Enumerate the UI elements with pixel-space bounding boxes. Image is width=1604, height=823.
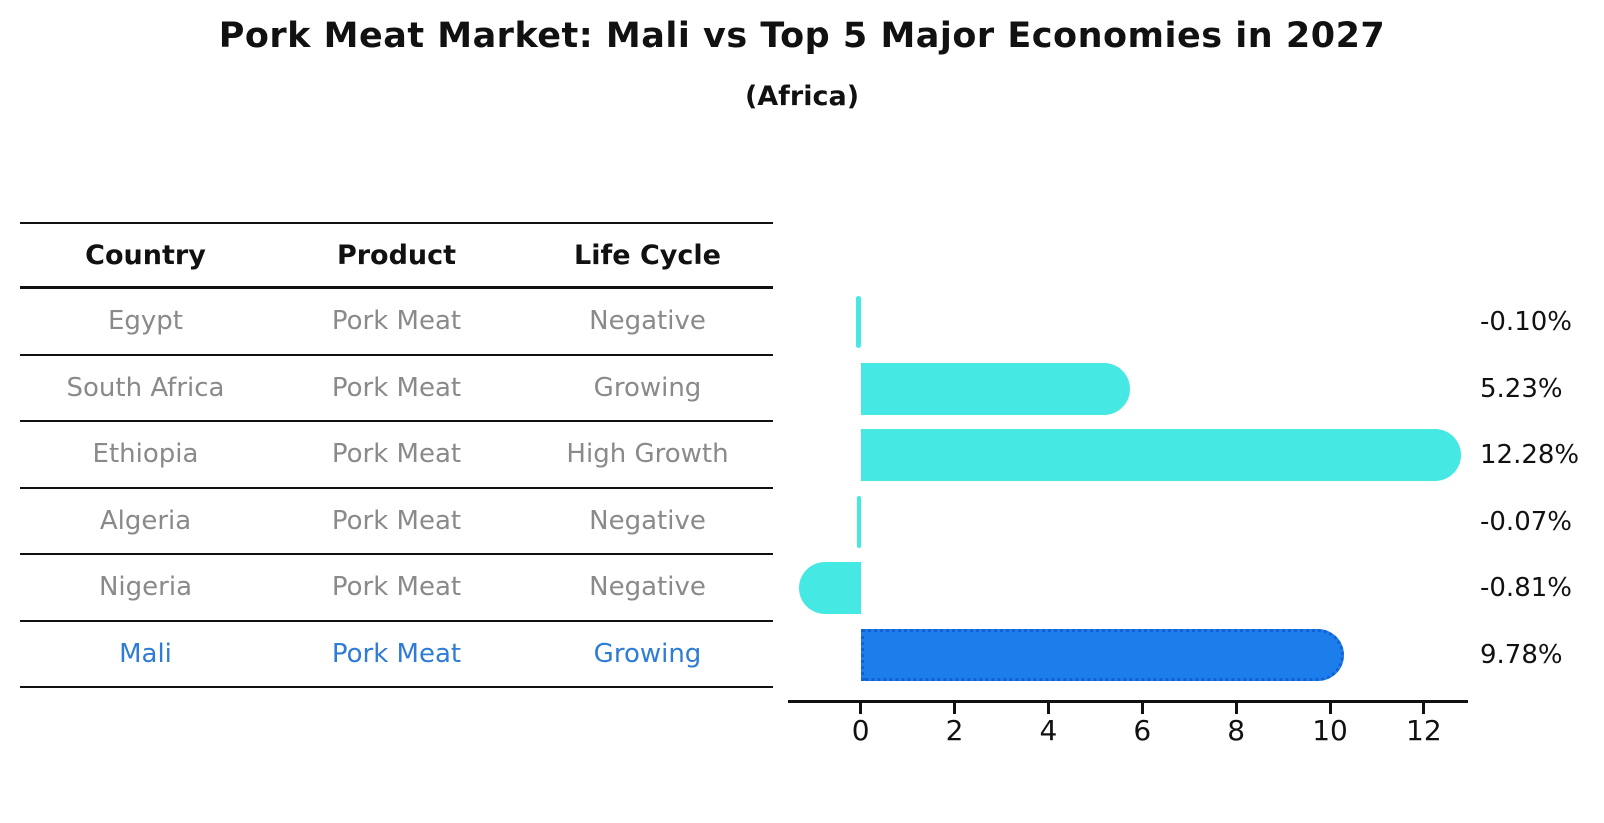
value-label-south-africa: 5.23% [1480, 373, 1563, 404]
cell-life-cycle: Negative [589, 505, 706, 536]
cell-country: Ethiopia [92, 439, 199, 470]
cell-life-cycle: Negative [589, 572, 706, 603]
table-row-mali: Mali Pork Meat Growing [20, 622, 773, 688]
cell-country: Algeria [99, 505, 192, 536]
cell-life-cycle: High Growth [566, 439, 729, 470]
value-label-mali: 9.78% [1480, 639, 1563, 670]
value-label-egypt: -0.10% [1480, 307, 1572, 338]
x-tick-label-4: 4 [1039, 714, 1058, 747]
table-row-south-africa: South Africa Pork Meat Growing [20, 356, 773, 422]
x-tick-mark-4 [1046, 703, 1050, 714]
table-header-lifecycle: Life Cycle [574, 239, 721, 271]
x-tick-mark-10 [1328, 703, 1332, 714]
cell-product: Pork Meat [331, 505, 462, 536]
cell-life-cycle: Growing [593, 638, 702, 669]
table-header-product: Product [336, 239, 457, 271]
x-tick-label-12: 12 [1406, 714, 1442, 747]
x-tick-label-2: 2 [945, 714, 964, 747]
x-tick-mark-0 [859, 703, 863, 714]
x-tick-label-6: 6 [1133, 714, 1152, 747]
bar-band-algeria [795, 489, 1445, 556]
table-row-ethiopia: Ethiopia Pork Meat High Growth [20, 422, 773, 489]
table-row-algeria: Algeria Pork Meat Negative [20, 489, 773, 555]
cell-product: Pork Meat [331, 372, 462, 403]
x-tick-label-10: 10 [1312, 714, 1348, 747]
bar-nigeria [798, 562, 861, 614]
x-tick-mark-6 [1140, 703, 1144, 714]
table-row-nigeria: Nigeria Pork Meat Negative [20, 555, 773, 622]
x-tick-mark-8 [1234, 703, 1238, 714]
cell-product: Pork Meat [331, 572, 462, 603]
cell-product: Pork Meat [331, 306, 462, 337]
bar-band-mali [795, 622, 1445, 689]
bar-band-ethiopia [795, 422, 1462, 489]
bar-chart-area [795, 289, 1462, 689]
value-label-ethiopia: 12.28% [1480, 440, 1580, 471]
x-axis-line [788, 700, 1468, 703]
bar-egypt [856, 296, 861, 348]
value-label-algeria: -0.07% [1480, 506, 1572, 537]
chart-title: Pork Meat Market: Mali vs Top 5 Major Ec… [218, 16, 1386, 56]
bar-mali [860, 628, 1344, 681]
chart-subtitle: (Africa) [744, 81, 860, 112]
bar-ethiopia [860, 429, 1462, 481]
x-axis: 0 2 4 6 8 10 12 [788, 700, 1468, 760]
x-tick-mark-12 [1422, 703, 1426, 714]
cell-country: South Africa [66, 372, 225, 403]
table-header-country: Country [85, 239, 206, 271]
cell-country: Nigeria [98, 572, 193, 603]
cell-country: Mali [119, 638, 172, 669]
table-row-egypt: Egypt Pork Meat Negative [20, 289, 773, 356]
cell-life-cycle: Growing [593, 372, 702, 403]
value-labels: -0.10% 5.23% 12.28% -0.07% -0.81% 9.78% [1480, 289, 1600, 688]
cell-country: Egypt [107, 306, 184, 337]
x-tick-mark-2 [953, 703, 957, 714]
value-label-nigeria: -0.81% [1480, 573, 1572, 604]
cell-product: Pork Meat [331, 638, 462, 669]
bar-algeria [857, 495, 861, 548]
table-header-row: Country Product Life Cycle [20, 222, 773, 289]
cell-product: Pork Meat [331, 439, 462, 470]
bar-south-africa [860, 362, 1131, 415]
bar-band-south-africa [795, 356, 1445, 423]
x-tick-label-0: 0 [851, 714, 870, 747]
cell-life-cycle: Negative [589, 306, 706, 337]
bar-band-egypt [795, 289, 1445, 356]
comparison-table: Country Product Life Cycle Egypt Pork Mea… [20, 222, 773, 688]
comparison-table-body: Egypt Pork Meat Negative South Africa Pork M… [20, 289, 773, 688]
bar-band-nigeria [795, 555, 1445, 622]
x-tick-label-8: 8 [1227, 714, 1246, 747]
